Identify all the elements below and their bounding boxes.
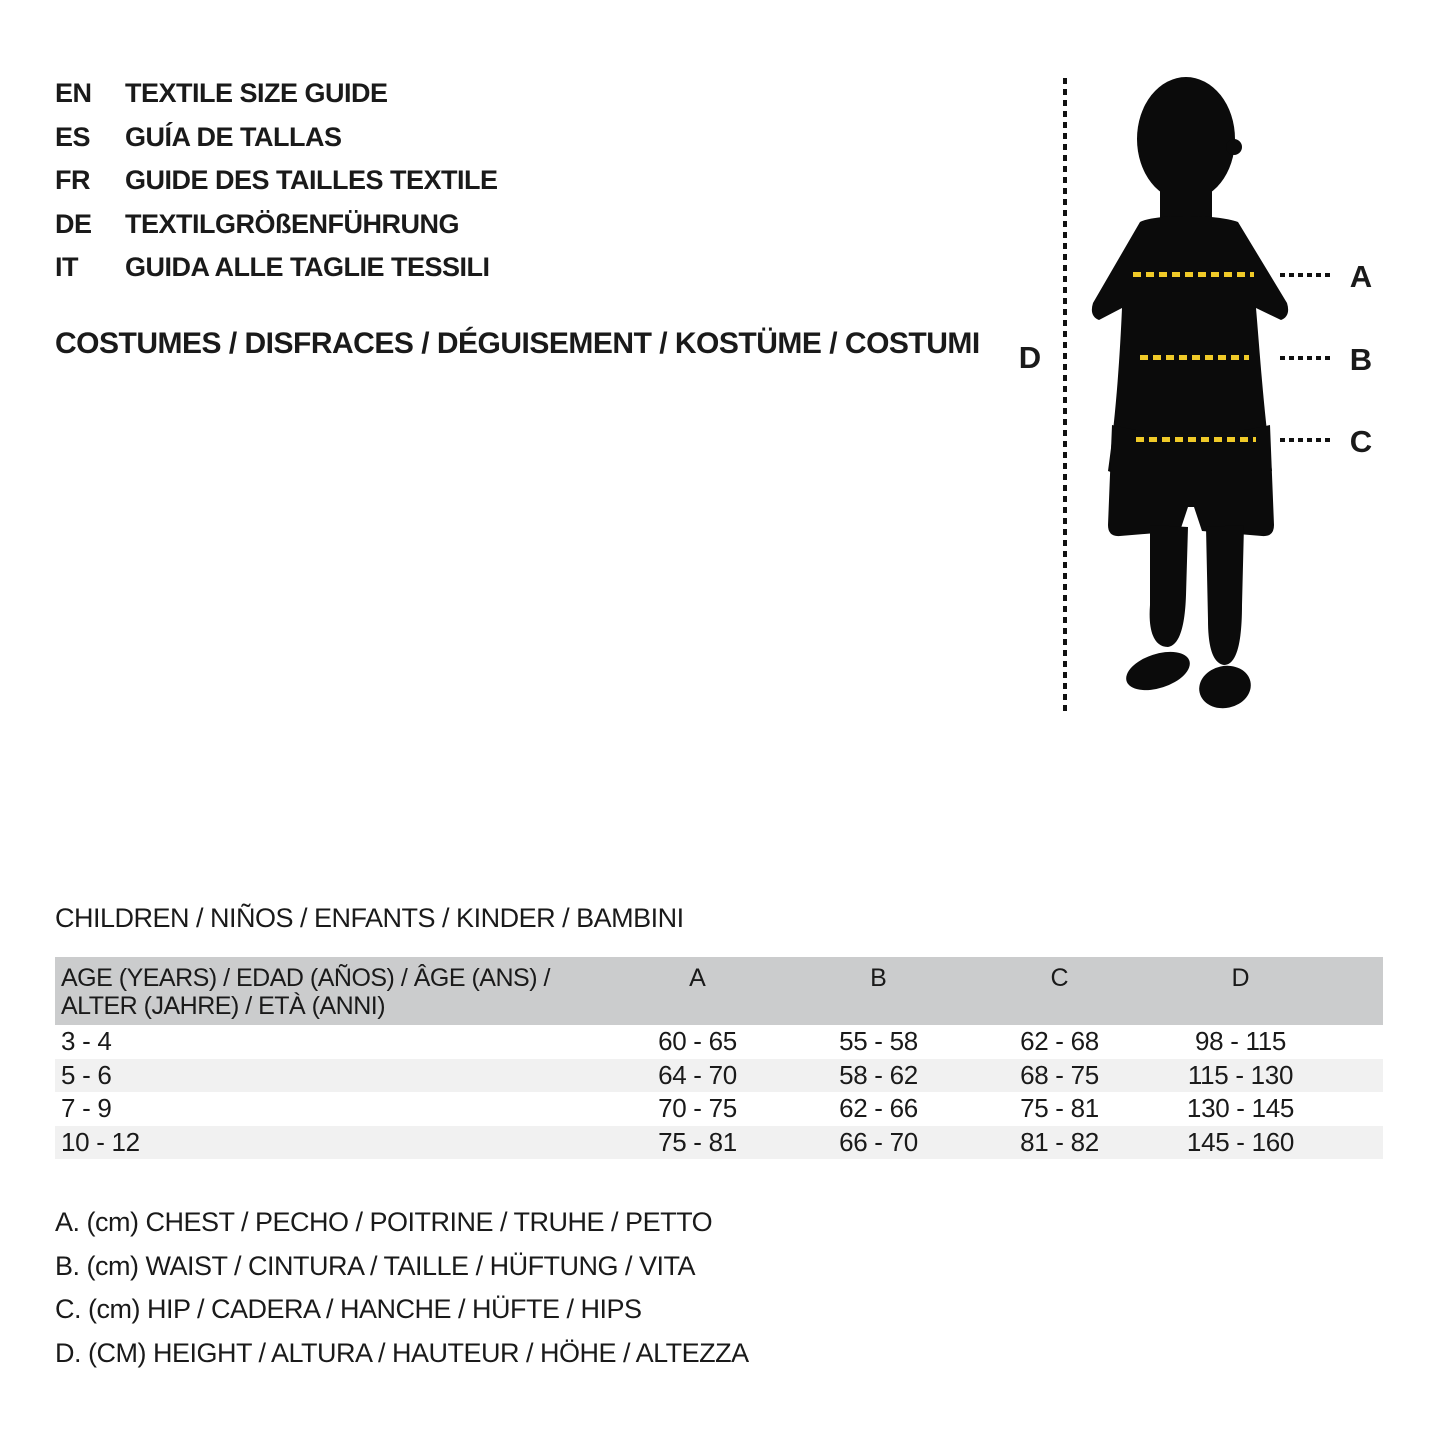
language-row: EN TEXTILE SIZE GUIDE [55, 72, 498, 116]
height-dotted-line [1063, 78, 1067, 713]
size-table: AGE (YEARS) / EDAD (AÑOS) / ÂGE (ANS) / … [55, 957, 1383, 1159]
row-spacer [1331, 1126, 1383, 1160]
chest-cell: 70 - 75 [658, 1093, 737, 1123]
waist-cell: 66 - 70 [839, 1126, 918, 1157]
age-cell: 3 - 4 [61, 1026, 112, 1056]
language-code: ES [55, 121, 91, 152]
row-spacer [1331, 1092, 1383, 1126]
legend-chest: A. (cm) CHEST / PECHO / POITRINE / TRUHE… [55, 1207, 713, 1237]
height-cell: 115 - 130 [1187, 1059, 1294, 1090]
chest-label: A [1349, 259, 1373, 294]
height-cell: 98 - 115 [1194, 1026, 1287, 1056]
hip-measure-line [1136, 437, 1256, 442]
hip-cell: 68 - 75 [1020, 1059, 1099, 1090]
column-header-b: B [870, 964, 887, 992]
age-header-line1: AGE (YEARS) / EDAD (AÑOS) / ÂGE (ANS) / [61, 964, 550, 992]
language-title-list: EN TEXTILE SIZE GUIDE ES GUÍA DE TALLAS … [55, 72, 498, 290]
column-header-a: A [689, 964, 706, 992]
hip-connector-dots [1280, 438, 1330, 442]
hip-cell: 75 - 81 [1020, 1093, 1099, 1123]
age-header-line2: ALTER (JAHRE) / ETÀ (ANNI) [61, 992, 386, 1020]
table-row: 10 - 12 75 - 81 66 - 70 81 - 82 145 - 16… [55, 1125, 1383, 1160]
language-row: ES GUÍA DE TALLAS [55, 116, 498, 160]
hip-label: C [1349, 424, 1373, 459]
legend-height: D. (CM) HEIGHT / ALTURA / HAUTEUR / HÖHE… [55, 1337, 749, 1368]
language-row: FR GUIDE DES TAILLES TEXTILE [55, 159, 498, 203]
header-spacer [1331, 957, 1383, 1025]
age-cell: 10 - 12 [61, 1126, 140, 1157]
waist-label: B [1349, 342, 1373, 377]
language-row: IT GUIDA ALLE TAGLIE TESSILI [55, 246, 498, 290]
category-title: COSTUMES / DISFRACES / DÉGUISEMENT / KOS… [55, 327, 980, 360]
age-cell: 5 - 6 [61, 1059, 112, 1090]
language-title: TEXTILGRÖßENFÜHRUNG [125, 208, 460, 239]
height-cell: 145 - 160 [1186, 1126, 1295, 1157]
column-header-c: C [1050, 964, 1069, 992]
age-column-header: AGE (YEARS) / EDAD (AÑOS) / ÂGE (ANS) / … [55, 957, 607, 1025]
language-code: DE [55, 208, 92, 239]
language-code: IT [55, 252, 79, 282]
measure-legend: A. (cm) CHEST / PECHO / POITRINE / TRUHE… [55, 1201, 749, 1375]
chest-cell: 75 - 81 [658, 1126, 737, 1157]
table-header-row: AGE (YEARS) / EDAD (AÑOS) / ÂGE (ANS) / … [55, 957, 1383, 1025]
height-cell: 130 - 145 [1186, 1093, 1295, 1123]
language-row: DE TEXTILGRÖßENFÜHRUNG [55, 203, 498, 247]
age-cell: 7 - 9 [61, 1093, 112, 1123]
language-title: GUÍA DE TALLAS [125, 121, 342, 152]
chest-cell: 60 - 65 [658, 1026, 737, 1056]
table-row: 5 - 6 64 - 70 58 - 62 68 - 75 115 - 130 [55, 1058, 1383, 1093]
waist-cell: 62 - 66 [839, 1093, 918, 1123]
legend-waist: B. (cm) WAIST / CINTURA / TAILLE / HÜFTU… [55, 1250, 696, 1281]
language-code: EN [55, 78, 92, 108]
legend-hip: C. (cm) HIP / CADERA / HANCHE / HÜFTE / … [55, 1294, 642, 1324]
language-title: TEXTILE SIZE GUIDE [125, 78, 388, 108]
language-code: FR [55, 165, 91, 195]
waist-connector-dots [1280, 356, 1330, 360]
row-spacer [1331, 1059, 1383, 1093]
hip-cell: 81 - 82 [1020, 1126, 1099, 1157]
column-header-d: D [1231, 964, 1250, 992]
table-row: 7 - 9 70 - 75 62 - 66 75 - 81 130 - 145 [55, 1092, 1383, 1126]
height-label: D [1018, 340, 1042, 375]
waist-cell: 58 - 62 [839, 1059, 918, 1090]
chest-connector-dots [1280, 273, 1330, 277]
chest-measure-line [1133, 272, 1254, 277]
waist-cell: 55 - 58 [839, 1026, 918, 1056]
row-spacer [1331, 1025, 1383, 1059]
section-title-children: CHILDREN / NIÑOS / ENFANTS / KINDER / BA… [55, 903, 684, 933]
language-title: GUIDE DES TAILLES TEXTILE [125, 165, 498, 195]
chest-cell: 64 - 70 [658, 1059, 737, 1090]
child-silhouette-figure [1091, 77, 1289, 709]
hip-cell: 62 - 68 [1020, 1026, 1099, 1056]
table-row: 3 - 4 60 - 65 55 - 58 62 - 68 98 - 115 [55, 1025, 1383, 1059]
waist-measure-line [1140, 355, 1249, 360]
language-title: GUIDA ALLE TAGLIE TESSILI [125, 252, 490, 282]
